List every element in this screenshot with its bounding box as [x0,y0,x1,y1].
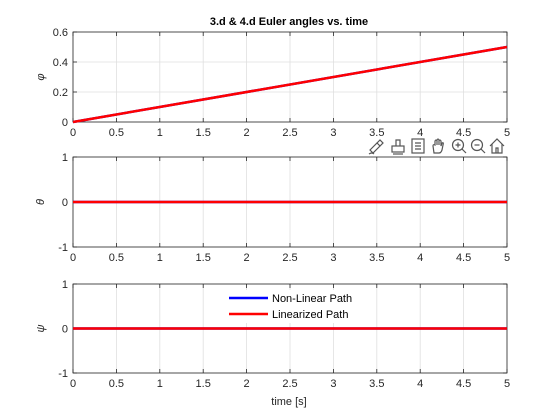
x-axis-label: time [s] [271,396,306,408]
x-tick-label-psi-8: 4 [417,378,423,390]
data-tips-icon[interactable] [391,139,405,155]
x-tick-label-phi-0: 0 [70,127,76,139]
x-tick-label-phi-3: 1.5 [196,127,211,139]
x-tick-label-phi-6: 3 [330,127,336,139]
x-tick-label-theta-10: 5 [504,252,510,264]
axes-toolbar [368,138,505,155]
y-tick-label-psi-2: 1 [62,279,68,291]
series-line-phi-linearized [72,45,508,124]
x-tick-label-psi-4: 2 [244,378,250,390]
x-tick-label-phi-9: 4.5 [456,127,471,139]
y-axis-label-phi: φ [35,73,47,80]
y-tick-label-phi-0: 0 [62,117,68,129]
x-tick-label-phi-4: 2 [244,127,250,139]
subplot-phi: 0 0.5 1 1.5 2 2.5 3 3.5 4 4.5 5 0 0.2 0.4 0.6 φ [35,27,510,139]
x-tick-label-theta-1: 0.5 [109,252,124,264]
legend-label-linearized: Linearized Path [272,309,348,321]
zoom-out-icon[interactable] [470,138,486,154]
home-icon[interactable] [489,138,505,154]
x-tick-label-psi-6: 3 [330,378,336,390]
x-tick-label-phi-2: 1 [157,127,163,139]
brush-icon[interactable] [368,139,384,155]
x-tick-label-theta-8: 4 [417,252,423,264]
y-tick-label-theta-2: 1 [62,152,68,164]
y-tick-label-phi-2: 0.4 [53,57,68,69]
pan-hand-icon[interactable] [432,138,444,154]
y-axis-label-psi: ψ [35,324,47,332]
y-tick-label-psi-0: -1 [58,368,68,380]
x-tick-label-phi-5: 2.5 [282,127,297,139]
x-tick-label-phi-7: 3.5 [369,127,384,139]
y-tick-label-phi-3: 0.6 [53,27,68,39]
legend-box [226,290,362,323]
zoom-in-icon[interactable] [451,138,467,154]
y-tick-label-theta-0: -1 [58,242,68,254]
y-axis-label-theta: θ [35,199,47,205]
x-tick-label-psi-10: 5 [504,378,510,390]
x-tick-label-psi-2: 1 [157,378,163,390]
legend: Non-Linear Path Linearized Path [226,290,362,323]
x-tick-label-psi-3: 1.5 [196,378,211,390]
x-tick-label-theta-9: 4.5 [456,252,471,264]
y-tick-label-theta-1: 0 [62,197,68,209]
x-tick-label-theta-2: 1 [157,252,163,264]
x-tick-label-theta-3: 1.5 [196,252,211,264]
x-tick-label-phi-1: 0.5 [109,127,124,139]
x-tick-label-psi-9: 4.5 [456,378,471,390]
x-tick-label-psi-1: 0.5 [109,378,124,390]
x-tick-label-theta-6: 3 [330,252,336,264]
figure-title: 3.d & 4.d Euler angles vs. time [210,16,368,28]
x-tick-label-phi-10: 5 [504,127,510,139]
x-tick-label-theta-5: 2.5 [282,252,297,264]
x-tick-label-psi-7: 3.5 [369,378,384,390]
x-tick-label-theta-7: 3.5 [369,252,384,264]
x-tick-label-theta-0: 0 [70,252,76,264]
y-tick-label-phi-1: 0.2 [53,87,68,99]
zoom-reset-icon[interactable] [411,138,425,154]
y-tick-label-psi-1: 0 [62,324,68,336]
legend-label-nonlinear: Non-Linear Path [272,293,352,305]
x-tick-label-phi-8: 4 [417,127,423,139]
x-tick-label-psi-5: 2.5 [282,378,297,390]
x-tick-label-theta-4: 2 [244,252,250,264]
x-tick-label-psi-0: 0 [70,378,76,390]
